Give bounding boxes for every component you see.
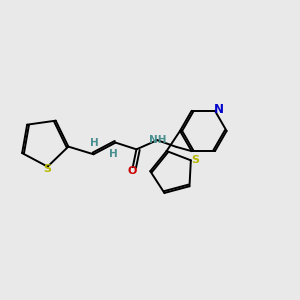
Text: S: S: [44, 164, 52, 174]
Text: H: H: [110, 149, 118, 159]
Text: O: O: [128, 166, 137, 176]
Text: H: H: [90, 138, 99, 148]
Text: N: N: [214, 103, 224, 116]
Text: NH: NH: [148, 135, 166, 145]
Text: S: S: [191, 155, 200, 165]
